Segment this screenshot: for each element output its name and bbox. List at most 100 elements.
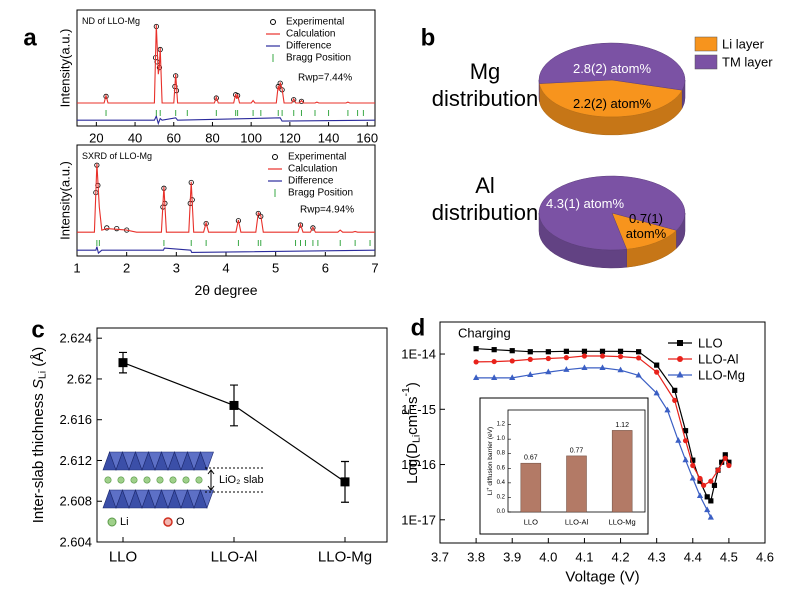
y-axis-label: Li+ diffusion barrier (eV) xyxy=(485,427,494,495)
marker xyxy=(599,364,606,371)
marker xyxy=(527,356,533,362)
y-axis-label: Inter-slab thichness SLi (Å) xyxy=(30,347,49,524)
x-tick-label: 20 xyxy=(89,131,103,146)
x-tick-label: 100 xyxy=(240,131,262,146)
legend-label: Experimental xyxy=(288,152,346,163)
y-axis-label-part: (Å) xyxy=(30,347,47,371)
marker xyxy=(545,349,551,355)
x-tick-label: 3.8 xyxy=(467,550,485,565)
legend-label: O xyxy=(176,516,185,528)
marker xyxy=(563,355,569,361)
panel-label: b xyxy=(421,25,436,52)
legend-swatch xyxy=(694,36,718,52)
legend-swatch xyxy=(163,517,173,527)
y-tick-label: 1E-14 xyxy=(401,347,436,362)
y-tick-label: 2.624 xyxy=(59,331,92,346)
marker xyxy=(599,348,606,354)
x-tick-label: 4 xyxy=(222,261,229,276)
y-axis-label-part: Li xyxy=(37,371,49,379)
x-tick-label: 4.0 xyxy=(539,550,557,565)
legend-swatch xyxy=(677,340,683,346)
marker xyxy=(491,347,497,353)
marker xyxy=(617,348,624,354)
y-axis-label-part: Inter-slab thichness xyxy=(30,389,47,523)
series-line xyxy=(77,246,376,255)
y-axis-label: Log(DLicm2·s-1) xyxy=(400,382,423,484)
marker xyxy=(701,482,707,488)
bar xyxy=(611,430,633,513)
annotation: Rwp=4.94% xyxy=(300,205,354,216)
y-axis-label-part: Log(D xyxy=(404,443,421,484)
y-tick-label: 1E-17 xyxy=(401,512,436,527)
legend-swatch xyxy=(694,54,718,70)
legend-label: Li layer xyxy=(722,37,765,52)
marker xyxy=(726,459,732,465)
marker xyxy=(527,349,533,355)
marker xyxy=(473,359,479,365)
y-axis-label: Intensity(a.u.) xyxy=(58,161,73,240)
x-tick-label: 4.1 xyxy=(575,550,593,565)
bar xyxy=(566,455,587,513)
legend-swatch xyxy=(676,371,684,378)
data-point xyxy=(235,218,242,224)
marker xyxy=(509,358,515,364)
marker xyxy=(690,462,696,469)
octahedron xyxy=(200,489,214,509)
marker xyxy=(682,438,689,444)
y-axis-label-part: 2 xyxy=(400,409,412,415)
y-tick-label: 2.608 xyxy=(59,494,92,509)
legend-label: Calculation xyxy=(286,29,335,40)
data-point xyxy=(104,225,110,231)
marker xyxy=(672,387,678,393)
legend-label: LLO-Al xyxy=(698,352,739,367)
marker xyxy=(722,455,728,461)
y-tick-label: 1.2 xyxy=(497,422,506,428)
marker xyxy=(473,374,480,380)
y-tick-label: 0.2 xyxy=(497,494,506,500)
pie-slice xyxy=(539,79,683,118)
marker xyxy=(715,467,721,473)
chart-title: ND of LLO-Mg xyxy=(82,16,140,26)
legend-swatch xyxy=(677,356,683,362)
li-atom xyxy=(143,476,151,484)
x-tick-label: 3.7 xyxy=(431,550,449,565)
slice-label: 2.2(2) atom% xyxy=(572,96,652,111)
value-label: 0.67 xyxy=(524,455,538,462)
marker xyxy=(545,355,551,362)
legend-label: Li xyxy=(120,516,129,528)
marker xyxy=(708,478,714,484)
series-line xyxy=(476,348,730,503)
marker xyxy=(654,369,660,375)
y-tick-label: 2.62 xyxy=(67,371,92,386)
x-tick-label: 4.2 xyxy=(612,550,630,565)
marker xyxy=(581,364,588,371)
chart-title: SXRD of LLO-Mg xyxy=(82,151,152,161)
marker xyxy=(719,459,725,465)
inset-label: LiO₂ slab xyxy=(219,474,264,486)
marker xyxy=(229,400,239,410)
annotation: Charging xyxy=(458,326,511,341)
li-atom xyxy=(130,476,138,484)
x-tick-label: 3 xyxy=(173,261,180,276)
y-tick-label: 2.616 xyxy=(59,412,92,427)
legend-swatch xyxy=(107,517,117,527)
marker xyxy=(689,474,696,481)
x-tick-label: 80 xyxy=(205,131,219,146)
x-tick-label: 160 xyxy=(356,131,378,146)
x-tick-label: LLO-Al xyxy=(565,518,589,527)
x-tick-label: 1 xyxy=(73,261,80,276)
x-tick-label: 4.6 xyxy=(756,550,774,565)
x-tick-label: LLO xyxy=(109,549,137,566)
plot-frame xyxy=(96,327,388,543)
legend-swatch xyxy=(272,154,278,160)
value-label: 1.12 xyxy=(615,422,629,429)
legend-swatch xyxy=(270,19,276,25)
legend-label: TM layer xyxy=(722,55,773,70)
marker xyxy=(664,406,671,413)
marker xyxy=(704,494,710,500)
data-point xyxy=(291,97,297,103)
marker xyxy=(599,353,606,359)
marker xyxy=(527,371,534,377)
marker xyxy=(708,498,714,504)
plot-frame xyxy=(439,321,766,544)
